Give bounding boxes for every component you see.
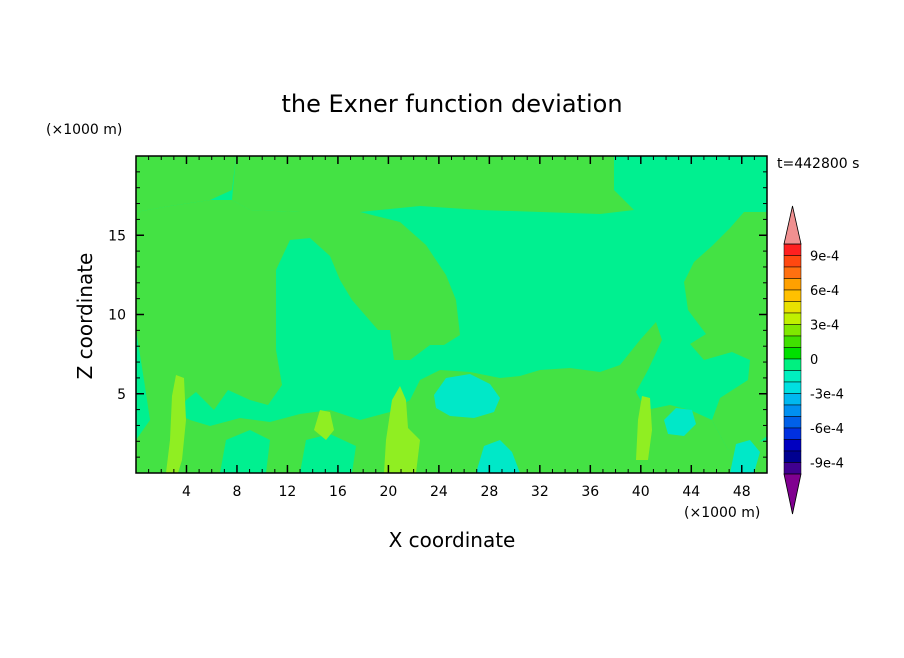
x-tick-label: 12 [279,484,297,500]
region-neutral-pocket-mid [300,434,356,473]
colorbar-swatch [783,301,802,314]
y-tick-label: 15 [108,228,126,244]
y-tick-label: 5 [117,387,126,403]
region-upper-left [136,156,236,212]
region-right-column [684,212,767,450]
colorbar-swatch [783,427,802,440]
region-negative-patch-bottom-right [730,440,760,473]
colorbar-label: -9e-4 [810,457,844,472]
x-tick-label: 28 [480,484,498,500]
colorbar-label: 9e-4 [810,250,839,265]
colorbar-swatch [783,370,802,383]
time-label: t=442800 s [777,156,859,172]
x-tick-label: 16 [329,484,347,500]
region-positive-plume-3 [384,386,420,473]
colorbar-label: 6e-4 [810,284,839,299]
colorbar-swatch [783,266,802,279]
colorbar-swatch [783,255,802,268]
colorbar-swatch [783,462,802,475]
colorbar-swatch [783,416,802,429]
colorbar-swatch [783,324,802,337]
region-left-column [136,200,460,440]
colorbar-swatch [783,439,802,452]
region-negative-patch-center [434,374,500,418]
x-axis-label: X coordinate [389,528,516,552]
region-positive-plume-2 [314,410,334,440]
colorbar-swatch [783,289,802,302]
colorbar-label: -6e-4 [810,422,844,437]
y-unit-label: (×1000 m) [46,122,122,138]
colorbar-swatch [783,450,802,463]
region-negative-patch-right [664,408,696,436]
y-tick-label: 10 [108,308,126,324]
x-tick-label: 40 [632,484,650,500]
region-neutral-pocket-left [220,430,270,473]
contour-field [136,156,767,473]
y-axis-label: Z coordinate [73,253,97,380]
colorbar-label: -3e-4 [810,388,844,403]
colorbar-swatch [783,243,802,256]
x-tick-label: 24 [430,484,448,500]
colorbar-lower-triangle [783,473,802,515]
colorbar-swatch [783,393,802,406]
region-positive-plume-1 [166,375,186,473]
x-unit-label: (×1000 m) [684,505,760,521]
x-tick-label: 32 [531,484,549,500]
colorbar-swatch [783,312,802,325]
chart-title: the Exner function deviation [281,90,622,118]
x-tick-label: 20 [379,484,397,500]
colorbar-swatch [783,358,802,371]
colorbar-swatch [783,381,802,394]
x-tick-label: 44 [682,484,700,500]
x-tick-label: 4 [182,484,191,500]
colorbar-label: 0 [810,353,818,368]
colorbar: 9e-4 6e-4 3e-4 0 -3e-4 -6e-4 -9e-4 [783,205,844,515]
colorbar-swatch [783,347,802,360]
x-tick-label: 8 [232,484,241,500]
x-tick-label: 48 [733,484,751,500]
region-positive-plume-4 [636,396,652,460]
colorbar-swatch [783,335,802,348]
region-top-band [232,156,634,214]
region-negative-patch-bottom [476,440,520,473]
colorbar-label: 3e-4 [810,319,839,334]
colorbar-swatch [783,278,802,291]
colorbar-swatch [783,404,802,417]
x-tick-label: 36 [581,484,599,500]
colorbar-upper-triangle [783,205,802,245]
